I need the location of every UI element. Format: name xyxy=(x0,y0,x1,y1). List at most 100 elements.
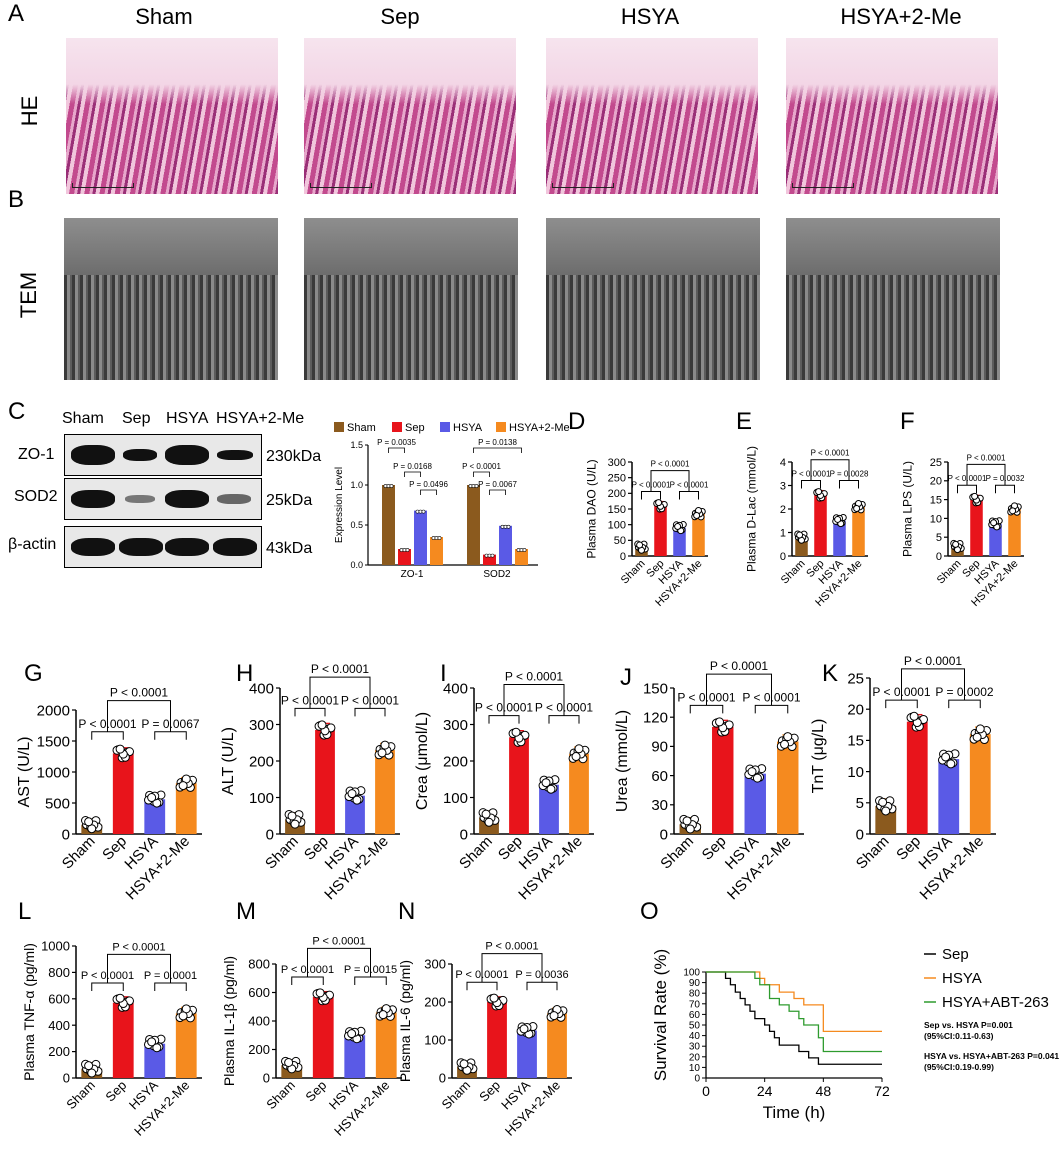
data-point xyxy=(655,499,663,507)
wb-protein-actin: β-actin xyxy=(8,536,57,553)
significance-bracket xyxy=(354,707,386,717)
significance-bracket xyxy=(650,470,690,492)
data-point xyxy=(747,767,757,777)
bar xyxy=(175,1013,197,1078)
wb-kda-actin: 43kDa xyxy=(266,540,313,557)
p-value-label: P = 0.0035 xyxy=(377,438,416,447)
data-point xyxy=(693,512,701,520)
y-tick-label: 5 xyxy=(856,795,864,812)
he-image-hsya-2me xyxy=(786,38,998,194)
p-value-label: P < 0.0001 xyxy=(312,935,365,947)
y-tick-label: 0 xyxy=(439,1071,446,1086)
data-point xyxy=(972,732,982,742)
wb-band xyxy=(217,494,251,504)
data-point xyxy=(352,795,362,805)
bar xyxy=(814,494,827,556)
data-point xyxy=(815,488,823,496)
bar xyxy=(112,753,134,834)
y-tick-label: 20 xyxy=(930,476,942,488)
p-value-label: P < 0.0001 xyxy=(967,453,1006,462)
y-tick-label: 400 xyxy=(249,680,274,697)
y-tick-label: 0.0 xyxy=(350,560,363,570)
bar xyxy=(969,734,991,834)
wb-band xyxy=(165,490,209,508)
tem-image-hsya-2me xyxy=(786,218,1000,380)
y-axis-title: Urea (mmol/L) xyxy=(614,710,631,812)
data-point xyxy=(946,759,956,769)
x-tick-label: Sep xyxy=(102,1078,129,1105)
significance-bracket xyxy=(754,704,789,714)
y-tick-label: 150 xyxy=(643,680,668,697)
legend-label: HSYA xyxy=(942,970,982,987)
y-axis-title: Plasma DAO (U/L) xyxy=(584,459,598,558)
y-tick-label: 0 xyxy=(620,551,626,563)
he-image-sep xyxy=(304,38,516,194)
survival-curve xyxy=(706,971,882,1053)
data-point xyxy=(474,484,479,488)
data-point xyxy=(380,740,390,750)
legend-label: Sep xyxy=(405,422,425,434)
y-tick-label: 3 xyxy=(780,480,786,492)
wb-lane-hsya-2me: HSYA+2-Me xyxy=(216,410,305,427)
he-image-sham xyxy=(66,38,278,194)
bar xyxy=(345,795,365,834)
panel-label-d: D xyxy=(568,408,586,435)
legend-swatch xyxy=(334,422,344,432)
p-value-label: P < 0.0001 xyxy=(110,686,168,700)
bar xyxy=(517,1030,537,1078)
bar xyxy=(467,485,480,565)
p-value-label: P = 0.0138 xyxy=(478,438,517,447)
bar xyxy=(938,759,960,834)
y-tick-label: 5 xyxy=(936,532,942,544)
data-point xyxy=(290,819,300,829)
bar xyxy=(833,520,846,556)
y-axis-title: TnT (μg/L) xyxy=(810,719,827,794)
bar xyxy=(414,510,427,565)
y-tick-label: 100 xyxy=(608,520,626,532)
data-point xyxy=(796,531,804,539)
p-value-label: P = 0.0168 xyxy=(393,462,432,471)
y-axis-title: Survival Rate (%) xyxy=(651,949,670,1081)
x-tick-label: SOD2 xyxy=(483,569,511,580)
significance-bracket xyxy=(810,459,850,481)
bar xyxy=(744,773,766,834)
bar xyxy=(375,1012,397,1078)
significance-bracket xyxy=(489,489,506,495)
wb-band xyxy=(165,445,209,465)
data-point xyxy=(377,748,387,758)
data-point xyxy=(941,752,951,762)
bar xyxy=(382,485,395,565)
significance-bracket xyxy=(294,707,326,717)
data-point xyxy=(87,1068,97,1078)
significance-bracket xyxy=(679,490,699,500)
p-value-label: P < 0.0001 xyxy=(311,662,369,676)
data-point xyxy=(284,1058,294,1068)
panel-label-k: K xyxy=(822,660,839,687)
y-tick-label: 60 xyxy=(651,768,668,785)
y-tick-label: 0 xyxy=(856,826,864,843)
annotation: HSYA vs. HSYA+ABT-263 P=0.0419 xyxy=(924,1051,1059,1061)
wb-band xyxy=(119,538,163,556)
bar xyxy=(1008,509,1021,556)
y-tick-label: 120 xyxy=(643,709,668,726)
y-tick-label: 30 xyxy=(651,797,668,814)
y-tick-label: 0 xyxy=(936,551,942,563)
data-point xyxy=(421,509,426,514)
significance-bracket xyxy=(706,673,772,706)
y-axis-title: Plasma D-Lac (mmol/L) xyxy=(744,446,758,572)
y-axis-title: ALT (U/L) xyxy=(220,727,237,795)
significance-bracket xyxy=(839,480,859,489)
y-tick-label: 2000 xyxy=(37,702,70,719)
y-tick-label: 0 xyxy=(694,1074,700,1085)
data-point xyxy=(490,553,495,558)
panel-label-e: E xyxy=(736,408,753,435)
data-point xyxy=(519,1024,529,1034)
data-point xyxy=(685,824,695,834)
p-value-label: P < 0.0001 xyxy=(651,460,690,469)
bar xyxy=(970,499,983,556)
group-title-hsya: HSYA xyxy=(620,4,680,29)
data-point xyxy=(834,515,842,523)
p-value-label: P < 0.0001 xyxy=(112,941,165,953)
wb-kda-zo1: 230kDa xyxy=(266,448,322,465)
